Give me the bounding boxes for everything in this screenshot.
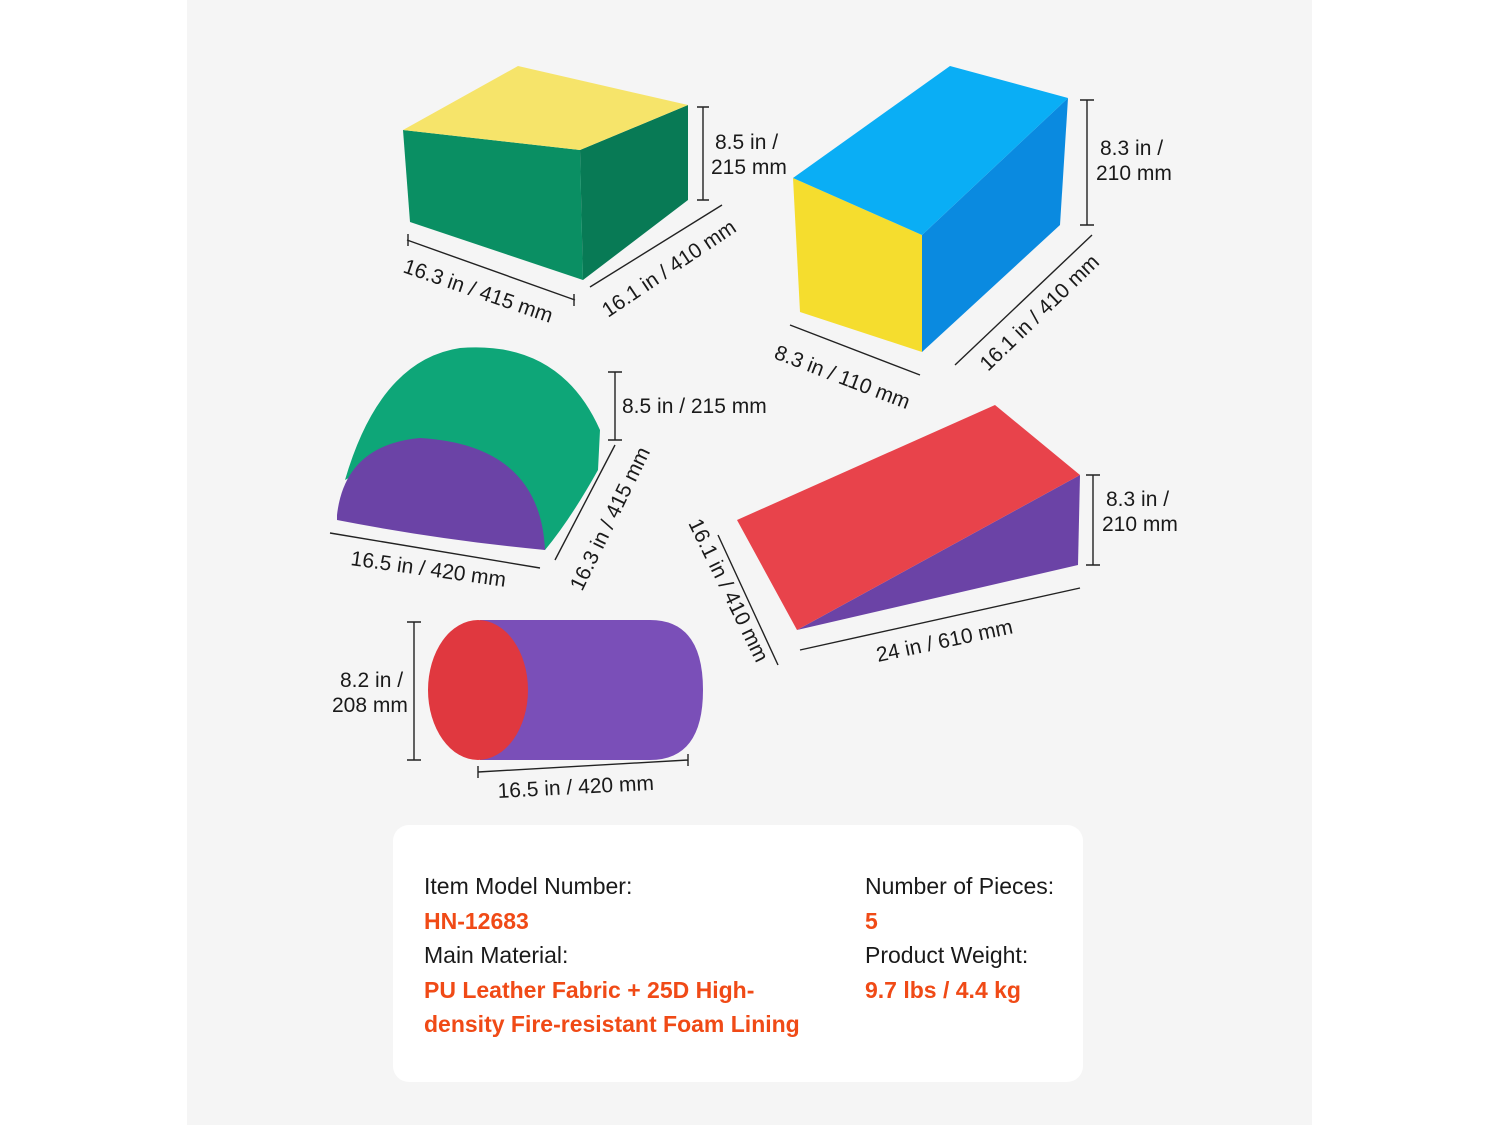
spec-card: Item Model Number: HN-12683 Main Materia… <box>393 825 1083 1082</box>
pieces-label: Number of Pieces: <box>865 873 1055 899</box>
cube-height-line1: 8.5 in / <box>715 131 778 154</box>
material-value: PU Leather Fabric + 25D High-density Fir… <box>424 976 800 1038</box>
wedge-block <box>737 405 1080 630</box>
spec-right-column: Number of Pieces: 5 Product Weight: 9.7 … <box>865 869 1075 1007</box>
half-cylinder-width: 16.5 in / 420 mm <box>349 547 507 592</box>
pieces-value: 5 <box>865 907 878 934</box>
box-height-line2: 210 mm <box>1096 162 1172 185</box>
wedge-length: 24 in / 610 mm <box>874 616 1015 667</box>
weight-value: 9.7 lbs / 4.4 kg <box>865 976 1021 1003</box>
model-label: Item Model Number: <box>424 873 633 899</box>
cylinder-height-line2: 208 mm <box>332 694 408 717</box>
box-width: 8.3 in / 110 mm <box>771 341 913 414</box>
cylinder-block <box>428 620 703 760</box>
half-cylinder-height: 8.5 in / 215 mm <box>622 395 767 418</box>
half-cylinder-block <box>337 347 600 550</box>
cylinder-length: 16.5 in / 420 mm <box>497 772 654 803</box>
cube-block <box>403 66 688 280</box>
weight-label: Product Weight: <box>865 942 1029 968</box>
material-label: Main Material: <box>424 942 569 968</box>
box-height-line1: 8.3 in / <box>1100 137 1163 160</box>
cube-height-line2: 215 mm <box>711 156 787 179</box>
spec-left-column: Item Model Number: HN-12683 Main Materia… <box>424 869 824 1042</box>
wedge-height-line1: 8.3 in / <box>1106 488 1169 511</box>
rectangular-block <box>793 66 1068 352</box>
cylinder-height-line1: 8.2 in / <box>340 669 403 692</box>
wedge-height-line2: 210 mm <box>1102 513 1178 536</box>
model-value: HN-12683 <box>424 907 529 934</box>
